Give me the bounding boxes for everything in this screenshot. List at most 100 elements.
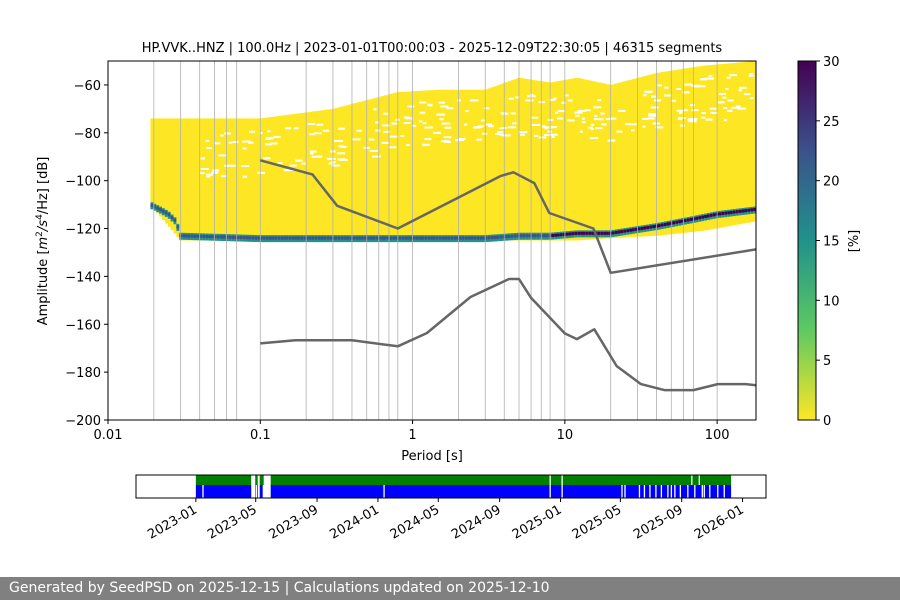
density-mode-core <box>245 236 250 240</box>
density-column <box>314 111 319 241</box>
density-gap <box>242 175 247 178</box>
density-gap <box>405 117 414 120</box>
density-gap <box>224 132 231 135</box>
density-gap <box>293 127 299 130</box>
density-mode-core <box>458 236 463 240</box>
density-column <box>216 118 221 241</box>
density-gap <box>520 133 525 136</box>
density-gap <box>680 124 685 127</box>
density-mode-core <box>652 225 656 229</box>
density-gap <box>267 130 271 133</box>
density-gap <box>439 118 444 121</box>
density-column <box>487 88 492 241</box>
density-column <box>225 118 229 241</box>
density-mode-core <box>678 220 682 224</box>
density-gap <box>600 112 605 115</box>
density-column <box>453 89 457 241</box>
density-mode-core <box>421 236 425 240</box>
density-mode-core <box>337 236 342 240</box>
x-tick-label: 0.01 <box>94 428 123 443</box>
timeline-blue-break <box>643 485 646 498</box>
density-gap <box>383 112 389 115</box>
density-column <box>265 117 270 241</box>
density-mode-core <box>303 236 307 240</box>
density-mode-core <box>747 208 751 212</box>
density-gap <box>749 97 754 99</box>
density-mode-core <box>600 231 604 235</box>
density-gap <box>725 88 729 90</box>
density-mode-core <box>689 217 694 221</box>
density-mode-core <box>582 231 587 235</box>
density-column <box>629 79 633 238</box>
timeline-gap <box>263 475 271 498</box>
density-gap <box>403 122 411 124</box>
density-gap <box>607 139 616 142</box>
density-gap <box>574 111 583 114</box>
density-gap <box>706 77 714 80</box>
density-mode-core <box>724 211 728 215</box>
density-gap <box>457 99 461 102</box>
colorbar-tick-label: 20 <box>823 175 840 190</box>
density-mode-core <box>360 236 365 240</box>
density-gap <box>518 131 528 134</box>
density-column <box>611 84 616 238</box>
density-mode-core <box>418 236 423 240</box>
density-gap <box>512 122 517 125</box>
density-column <box>559 80 564 241</box>
density-gap <box>723 107 728 109</box>
density-gap <box>232 141 239 144</box>
density-mode-core <box>614 230 619 234</box>
density-column <box>706 65 711 230</box>
timeline-blue-break <box>709 485 711 498</box>
density-column <box>594 81 598 240</box>
density-mode-core <box>490 236 495 240</box>
density-column <box>372 98 376 241</box>
timeline-blue-break <box>701 485 703 498</box>
density-mode-core <box>268 236 273 240</box>
density-mode-core <box>300 236 304 240</box>
y-axis-label: Amplitude [m2/s4/Hz] [dB] <box>35 157 51 326</box>
timeline-tick-label: 2024-01 <box>327 502 382 542</box>
noise-model-upper <box>259 159 756 275</box>
density-gap <box>525 99 534 102</box>
density-gap <box>221 175 227 178</box>
density-column <box>614 83 619 238</box>
density-gap <box>339 158 348 161</box>
density-mode-core <box>623 229 627 233</box>
density-mode-core <box>660 223 665 227</box>
density-mode-core <box>372 236 376 240</box>
density-mode-core <box>519 234 524 238</box>
density-column <box>193 118 198 241</box>
density-mode-core <box>274 236 278 240</box>
density-gap <box>495 133 500 135</box>
density-column <box>236 118 241 241</box>
x-axis: 0.01 0.1 1 10 100 <box>94 420 730 443</box>
density-mode-core <box>260 236 264 240</box>
timeline-gap <box>251 475 256 498</box>
density-mode-core <box>467 236 472 240</box>
density-mode-core <box>401 236 405 240</box>
density-gap <box>682 91 690 94</box>
density-column <box>689 67 694 233</box>
density-column <box>404 91 408 241</box>
density-mode-core <box>577 231 581 235</box>
density-column <box>185 118 189 241</box>
density-column <box>156 118 160 214</box>
density-column <box>727 63 731 227</box>
density-column <box>531 79 535 241</box>
density-gap <box>727 99 734 102</box>
density-gap <box>588 126 594 129</box>
density-gap <box>553 97 557 100</box>
density-column <box>222 118 227 241</box>
density-gap <box>301 162 307 165</box>
density-gap <box>205 139 209 142</box>
density-column <box>343 105 348 241</box>
density-mode-core <box>626 229 630 233</box>
timeline-blue-break <box>667 485 669 498</box>
density-gap <box>470 99 479 102</box>
density-mode-core <box>430 236 434 240</box>
density-gap <box>273 135 281 138</box>
density-column <box>392 93 397 241</box>
psd-density <box>150 61 756 243</box>
density-mode-core <box>461 236 466 240</box>
